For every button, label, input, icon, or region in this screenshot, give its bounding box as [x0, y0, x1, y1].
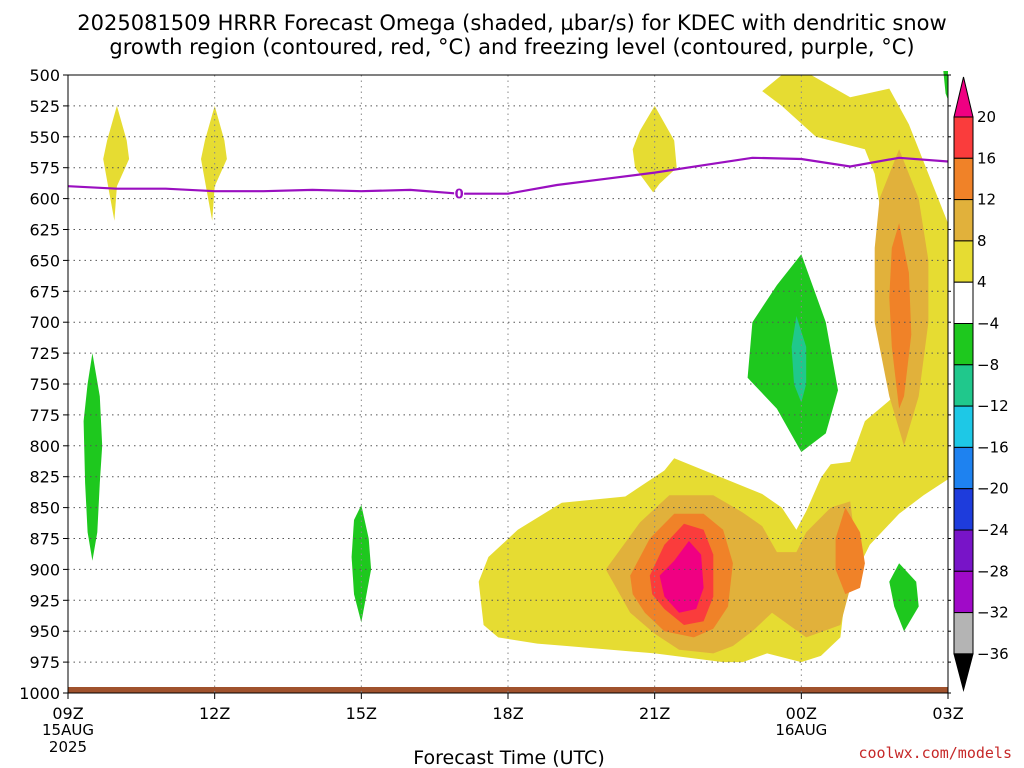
y-tick-label-500: 500 [29, 66, 60, 85]
x-tick-label-03Z: 03Z [932, 704, 963, 723]
y-tick-label-1000: 1000 [19, 684, 60, 703]
colorbar-bin-7 [953, 405, 974, 448]
y-tick-label-550: 550 [29, 128, 60, 147]
axes-layer: 500 525 550 575 600 625 650 675 700 725 750 775 800 8… [19, 66, 963, 756]
colorbar: 20 16 12 8 4 −4 −8 −12 −16 −20 −24 −28 −32 −36 [953, 76, 1009, 692]
colorbar-bin-9 [953, 488, 974, 531]
y-tick-label-825: 825 [29, 468, 60, 487]
colorbar-bin-2 [953, 199, 974, 242]
y-tick-label-925: 925 [29, 591, 60, 610]
omega-region-cm4_m8-16 [943, 71, 948, 100]
omega-shading-layer [68, 71, 948, 693]
x-tick-label-00Z: 00Z [786, 704, 817, 723]
omega-region-cm4_m8-11 [83, 353, 103, 561]
colorbar-label-10: −24 [977, 521, 1009, 539]
grid-layer [68, 74, 948, 693]
colorbar-bin-3 [953, 240, 974, 283]
colorbar-label-12: −32 [977, 604, 1009, 622]
y-tick-label-950: 950 [29, 622, 60, 641]
y-tick-label-625: 625 [29, 221, 60, 240]
x-tick-sublabel-16AUG: 16AUG [775, 721, 827, 739]
colorbar-label-11: −28 [977, 562, 1009, 580]
colorbar-label-13: −36 [977, 645, 1009, 663]
y-tick-label-875: 875 [29, 530, 60, 549]
colorbar-label-8: −16 [977, 438, 1009, 456]
chart-title-line-1: 2025081509 HRRR Forecast Omega (shaded, … [77, 11, 946, 35]
colorbar-bin-8 [953, 446, 974, 490]
y-tick-label-525: 525 [29, 97, 60, 116]
x-tick-sublabel-2025: 2025 [49, 738, 87, 756]
freezing-level-label-bg [454, 185, 465, 201]
x-tick-sublabel-15AUG: 15AUG [42, 721, 94, 739]
colorbar-bin-6 [953, 364, 974, 407]
omega-region-c12_16-8 [835, 507, 865, 595]
y-tick-label-750: 750 [29, 375, 60, 394]
colorbar-bottom-triangle [953, 653, 974, 692]
omega-region-c4_8-3 [632, 105, 677, 193]
colorbar-top-triangle [953, 76, 974, 118]
omega-region-c20p-10 [659, 541, 704, 613]
colorbar-bin-12 [953, 612, 974, 655]
omega-region-cm4_m8-12 [351, 505, 372, 623]
x-tick-label-18Z: 18Z [492, 704, 523, 723]
colorbar-bin-4 [953, 281, 974, 325]
ground-surface-strip [68, 687, 948, 693]
omega-region-c12_16-7 [889, 223, 912, 409]
colorbar-label-3: 8 [977, 232, 987, 250]
y-tick-label-850: 850 [29, 499, 60, 518]
y-tick-label-675: 675 [29, 282, 60, 301]
y-tick-label-775: 775 [29, 406, 60, 425]
colorbar-bin-10 [953, 529, 974, 572]
y-tick-label-900: 900 [29, 560, 60, 579]
colorbar-label-2: 12 [977, 191, 996, 209]
x-tick-label-15Z: 15Z [346, 704, 377, 723]
freezing-level-layer: 0 [67, 156, 949, 203]
y-tick-label-975: 975 [29, 653, 60, 672]
x-axis-label: Forecast Time (UTC) [413, 747, 604, 768]
colorbar-label-6: −8 [977, 356, 999, 374]
y-tick-label-650: 650 [29, 251, 60, 270]
chart-title-line-2: growth region (contoured, red, °C) and f… [109, 35, 914, 59]
colorbar-label-5: −4 [977, 315, 999, 333]
colorbar-bin-5 [953, 323, 974, 366]
y-tick-label-800: 800 [29, 437, 60, 456]
colorbar-label-4: 4 [977, 273, 987, 291]
omega-region-c4_8-1 [103, 105, 130, 221]
freezing-level-line [67, 156, 949, 195]
omega-region-cm8_m12-15 [791, 316, 807, 403]
x-tick-label-21Z: 21Z [639, 704, 670, 723]
site-credit: coolwx.com/models [858, 744, 1012, 762]
x-tick-label-12Z: 12Z [199, 704, 230, 723]
colorbar-bin-1 [953, 157, 974, 201]
y-tick-label-575: 575 [29, 159, 60, 178]
x-tick-label-09Z: 09Z [52, 704, 83, 723]
colorbar-label-0: 20 [977, 108, 996, 126]
omega-region-cm4_m8-14 [889, 563, 919, 632]
colorbar-bin-11 [953, 570, 974, 614]
y-tick-label-725: 725 [29, 344, 60, 363]
colorbar-bin-0 [953, 116, 974, 159]
colorbar-label-1: 16 [977, 149, 996, 167]
freezing-level-label: 0 [455, 188, 464, 203]
colorbar-label-9: −20 [977, 480, 1009, 498]
colorbar-label-7: −12 [977, 397, 1009, 415]
omega-region-c4_8-2 [201, 105, 227, 221]
y-tick-label-700: 700 [29, 313, 60, 332]
y-tick-label-600: 600 [29, 190, 60, 209]
